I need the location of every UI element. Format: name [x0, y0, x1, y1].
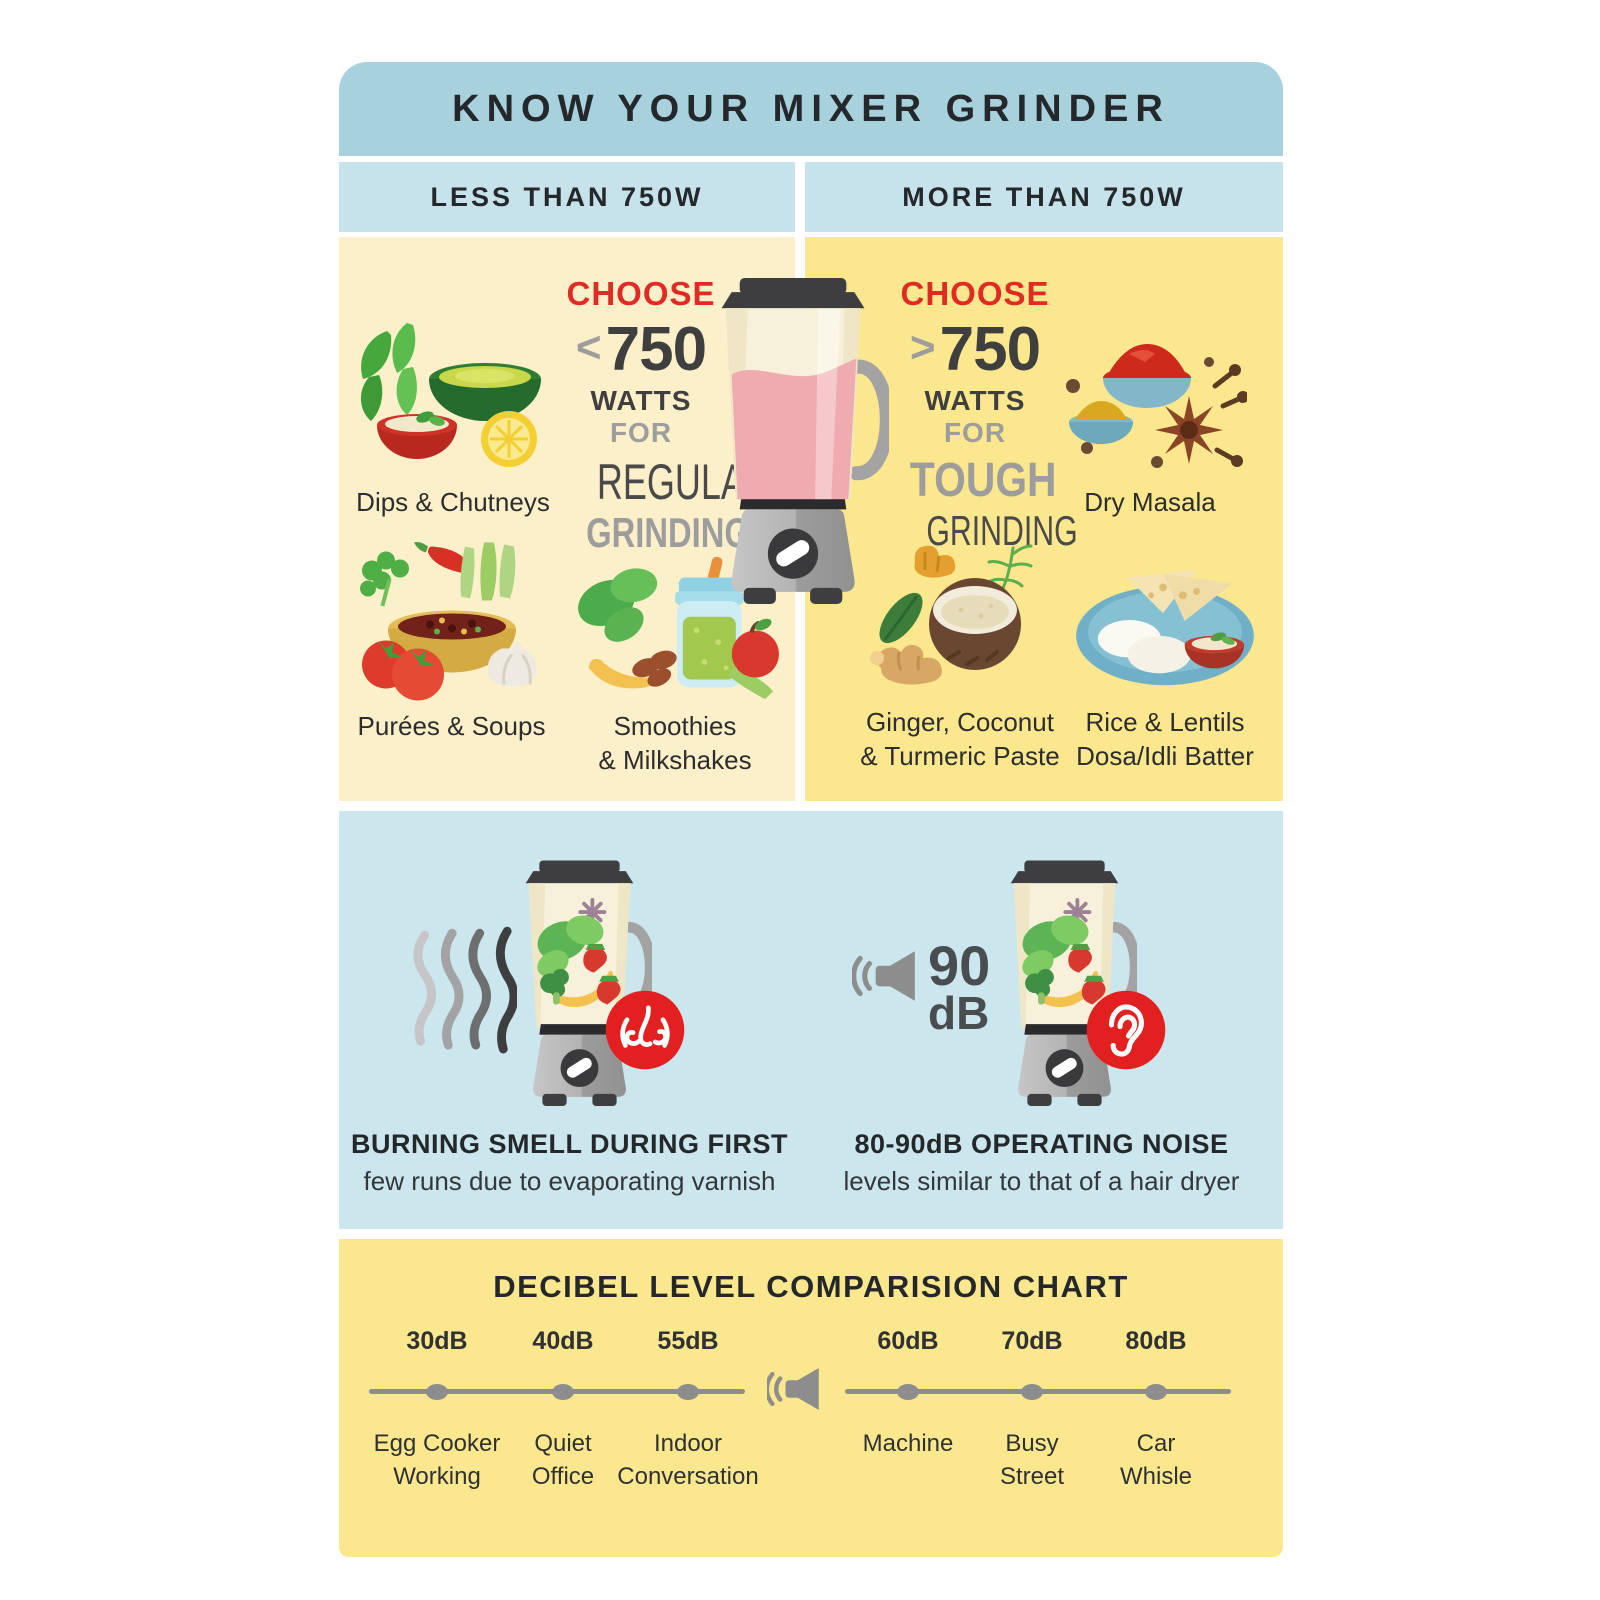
mixer-grinder-infographic: KNOW YOUR MIXER GRINDER LESS THAN 750W M… [339, 62, 1283, 1558]
operating-noise-fact: 90 dB 80-90dB OPERATING NOISE levels sim… [800, 811, 1283, 1229]
facts-section: BURNING SMELL DURING FIRST few runs due … [339, 811, 1283, 1229]
less-than-symbol: < [575, 323, 602, 372]
food-label-dips-chutneys: Dips & Chutneys [356, 487, 550, 517]
panel-less-750w: Dips & Chutneys CHOOSE <750 WATTS FOR RE… [339, 237, 795, 801]
decibel-stop-label: Indoor Conversation [617, 1430, 759, 1491]
smoothies-milkshakes-illustration [578, 556, 779, 700]
for-word: FOR [943, 417, 1007, 448]
page-title: KNOW YOUR MIXER GRINDER [452, 88, 1170, 130]
watts-word: WATTS [924, 385, 1026, 416]
watts-value: 750 [939, 315, 1041, 384]
scale-dot [1145, 1384, 1167, 1400]
dry-masala-illustration [1066, 344, 1247, 468]
greater-than-symbol: > [909, 323, 936, 372]
grinding-word: GRINDING [926, 506, 1078, 554]
nose-icon [604, 989, 686, 1071]
speaker-icon [767, 1361, 825, 1417]
burning-smell-fact: BURNING SMELL DURING FIRST few runs due … [339, 811, 800, 1229]
choose-word: CHOOSE [900, 275, 1050, 312]
choose-word: CHOOSE [566, 275, 716, 312]
operating-noise-subtitle: levels similar to that of a hair dryer [843, 1166, 1240, 1196]
food-label-rice-lentils: Rice & Lentils Dosa/Idli Batter [1076, 707, 1254, 772]
dips-chutneys-illustration [360, 323, 541, 467]
food-label-dry-masala: Dry Masala [1084, 487, 1216, 517]
ear-icon [1085, 989, 1167, 1071]
scale-dot [426, 1384, 448, 1400]
scale-dot [897, 1384, 919, 1400]
scale-dot [677, 1384, 699, 1400]
food-label-smoothies-milkshakes: Smoothies & Milkshakes [598, 711, 752, 776]
panel-more-750w: CHOOSE >750 WATTS FOR TOUGH GRINDING [805, 237, 1283, 801]
for-word: FOR [609, 417, 673, 448]
grind-style-word: TOUGH [909, 454, 1057, 507]
ginger-coconut-turmeric-illustration [870, 544, 1033, 685]
watts-word: WATTS [590, 385, 692, 416]
operating-noise-title: 80-90dB OPERATING NOISE [854, 1129, 1229, 1159]
mixer-grinder-icon [697, 272, 889, 604]
choose-block-regular: CHOOSE <750 WATTS FOR REGULAR GRINDING [563, 275, 770, 555]
grinding-word: GRINDING [586, 509, 750, 556]
purees-soups-illustration [360, 542, 537, 701]
decibel-stop-label: Machine [862, 1430, 954, 1457]
noise-level-value: 90 dB [928, 934, 991, 1040]
scale-dot [1021, 1384, 1043, 1400]
column-header-less-750w: LESS THAN 750W [339, 162, 795, 232]
decibel-stop-label: Quiet Office [531, 1430, 595, 1491]
header: KNOW YOUR MIXER GRINDER [339, 62, 1283, 156]
watts-value: 750 [605, 315, 707, 384]
burning-smell-subtitle: few runs due to evaporating varnish [363, 1166, 776, 1196]
decibel-chart-section: DECIBEL LEVEL COMPARISION CHART 30dB Egg… [339, 1239, 1283, 1557]
decibel-stop-label: Busy Street [999, 1430, 1065, 1491]
speaker-icon [852, 943, 924, 1009]
food-comparison-row: Dips & Chutneys CHOOSE <750 WATTS FOR RE… [339, 237, 1283, 801]
scale-dot [552, 1384, 574, 1400]
burning-smell-title: BURNING SMELL DURING FIRST [351, 1129, 788, 1159]
decibel-stop-label: Egg Cooker Working [373, 1430, 501, 1491]
rice-lentils-dosa-idli-illustration [1076, 569, 1254, 686]
smell-waves-icon [409, 923, 517, 1071]
food-label-ginger-coconut: Ginger, Coconut & Turmeric Paste [860, 707, 1060, 772]
decibel-stop-label: Car Whisle [1119, 1430, 1192, 1491]
food-label-purees-soups: Purées & Soups [357, 711, 546, 741]
column-header-more-750w: MORE THAN 750W [805, 162, 1283, 232]
decibel-chart-title: DECIBEL LEVEL COMPARISION CHART [493, 1269, 1129, 1304]
choose-block-tough: CHOOSE >750 WATTS FOR TOUGH GRINDING [897, 275, 1077, 553]
